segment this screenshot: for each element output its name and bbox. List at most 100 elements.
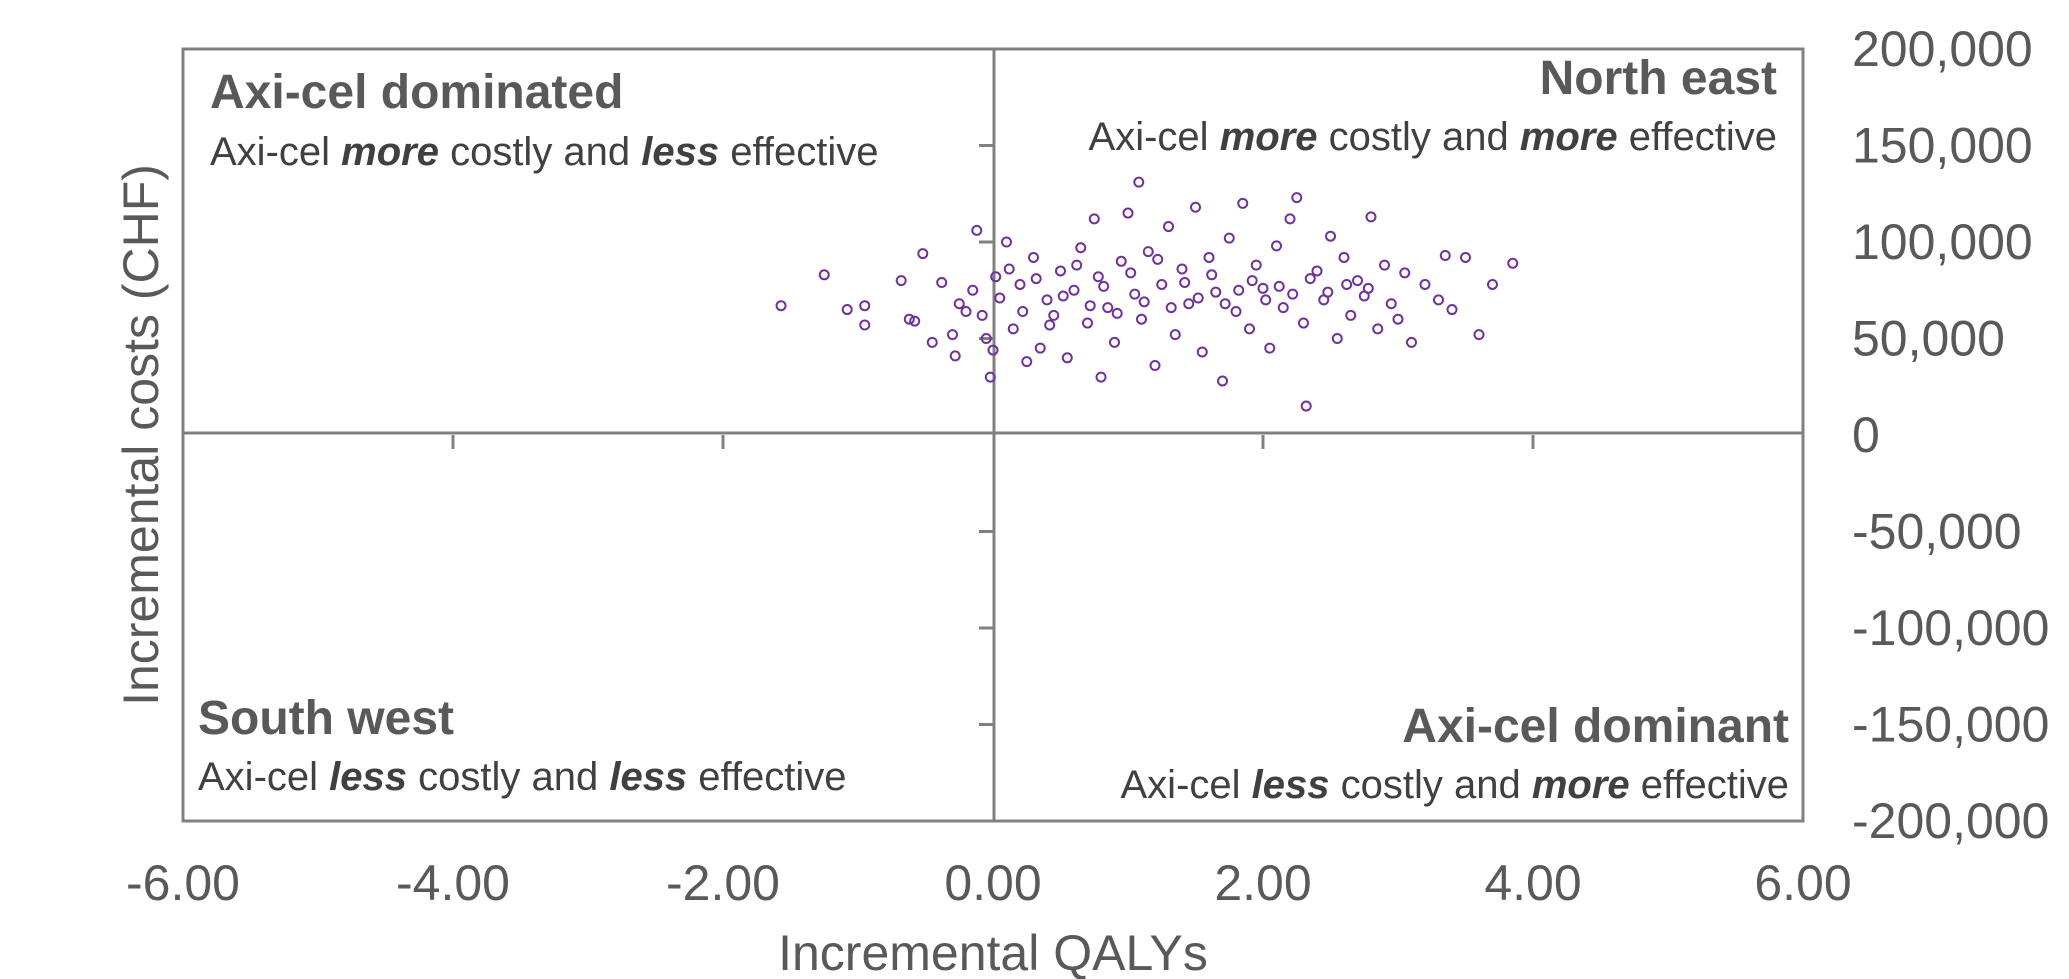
data-point <box>1322 286 1334 298</box>
data-point <box>1233 284 1245 296</box>
data-point <box>926 336 938 348</box>
data-point <box>1115 255 1127 267</box>
data-point <box>895 275 907 287</box>
data-point <box>1111 307 1123 319</box>
data-point <box>1183 298 1195 310</box>
data-point <box>1055 265 1066 277</box>
data-point <box>1014 278 1026 290</box>
data-point <box>775 300 787 312</box>
data-point <box>1260 294 1272 306</box>
data-point <box>1223 232 1235 244</box>
data-point <box>1273 280 1285 292</box>
x-tick-label: -2.00 <box>666 855 780 911</box>
data-point <box>960 305 972 317</box>
data-point <box>1021 356 1033 368</box>
data-point <box>1507 257 1519 269</box>
y-axis-title: Incremental costs (CHF) <box>113 164 169 706</box>
data-point <box>1365 211 1377 223</box>
data-point <box>1210 286 1222 298</box>
data-point <box>1176 263 1188 275</box>
y-tick-label: 50,000 <box>1852 311 2005 367</box>
y-tick-label: -200,000 <box>1852 793 2049 849</box>
data-point <box>1003 263 1015 275</box>
data-point <box>1271 240 1282 252</box>
quadrant-sw-description: Axi-cel less costly and less effective <box>198 755 847 799</box>
data-point <box>818 269 830 281</box>
data-point <box>1237 197 1249 209</box>
y-tick-label: -50,000 <box>1852 504 2022 560</box>
data-point <box>1304 273 1316 285</box>
data-point <box>1001 236 1012 248</box>
data-point <box>1048 309 1060 321</box>
data-point <box>1125 267 1137 279</box>
data-point <box>1419 278 1431 290</box>
data-point <box>1399 267 1411 279</box>
data-point <box>1246 275 1258 287</box>
y-tick-label: 100,000 <box>1852 214 2033 270</box>
data-point <box>1439 250 1451 262</box>
data-point <box>1284 213 1296 225</box>
data-point <box>1138 296 1150 308</box>
data-point <box>1133 176 1145 188</box>
data-point <box>1362 282 1374 294</box>
data-point <box>1311 265 1323 277</box>
data-point <box>841 304 853 316</box>
x-tick-label: 6.00 <box>1754 855 1851 911</box>
y-tick-labels: 200,000 150,000 100,000 50,000 0 -50,000 -100,… <box>1852 21 2049 849</box>
quadrant-nw-description: Axi-cel more costly and less effective <box>210 130 879 174</box>
data-point <box>1230 305 1242 317</box>
data-point <box>1379 259 1390 271</box>
x-tick-label: -4.00 <box>396 855 510 911</box>
x-axis-title: Incremental QALYs <box>778 925 1208 979</box>
quadrant-se-description: Axi-cel less costly and more effective <box>1121 763 1790 807</box>
data-point <box>1392 313 1404 325</box>
data-point <box>1264 342 1276 354</box>
data-point <box>947 329 958 341</box>
data-point <box>1142 246 1154 258</box>
data-point <box>1098 280 1110 292</box>
data-point <box>1203 251 1215 263</box>
data-point <box>1473 329 1485 341</box>
data-point <box>1298 317 1309 329</box>
data-point <box>1041 294 1053 306</box>
data-point <box>1287 288 1299 300</box>
data-point <box>1338 251 1350 263</box>
x-tick-label: -6.00 <box>126 855 240 911</box>
data-point <box>1084 300 1096 312</box>
data-point <box>903 313 915 325</box>
x-tick-label: 0.00 <box>944 855 1041 911</box>
y-tick-label: 0 <box>1852 407 1880 463</box>
y-tick-label: -150,000 <box>1852 697 2049 753</box>
data-point <box>994 292 1006 304</box>
data-point <box>1190 201 1201 213</box>
data-point <box>1129 288 1141 300</box>
data-point <box>1095 371 1107 383</box>
data-point <box>936 277 948 289</box>
data-point <box>1165 302 1177 314</box>
quadrant-se-title: Axi-cel dominant <box>1402 700 1789 753</box>
data-point <box>949 350 961 362</box>
data-points <box>775 176 1519 412</box>
data-point <box>980 333 992 344</box>
data-point <box>1372 323 1384 335</box>
data-point <box>1257 282 1269 294</box>
data-point <box>1156 278 1168 290</box>
data-point <box>1075 242 1087 254</box>
data-point <box>1250 259 1262 271</box>
data-point <box>1487 278 1498 290</box>
data-point <box>984 371 996 383</box>
data-point <box>976 309 988 321</box>
data-point <box>1057 290 1069 302</box>
data-point <box>967 284 979 296</box>
data-point <box>1082 317 1093 329</box>
data-point <box>1192 292 1204 304</box>
data-point <box>1325 230 1336 242</box>
data-point <box>1061 352 1073 364</box>
data-point <box>1179 277 1191 289</box>
data-point <box>1331 333 1343 344</box>
quadrant-nw-title: Axi-cel dominated <box>210 66 623 119</box>
data-point <box>1088 213 1100 225</box>
quadrant-ne-description: Axi-cel more costly and more effective <box>1089 115 1777 159</box>
data-point <box>1169 329 1181 341</box>
